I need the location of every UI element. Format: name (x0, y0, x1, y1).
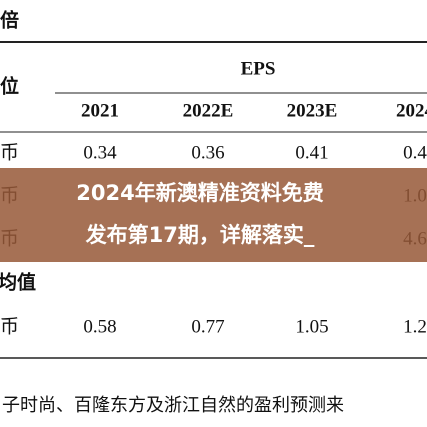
cell: 0.41 (295, 142, 328, 163)
cell: 0.77 (191, 316, 224, 337)
unit-label: 位 (0, 74, 19, 97)
row-label: 币 (0, 141, 19, 163)
cell: 0.34 (83, 142, 117, 163)
footer-note: 子时尚、百隆东方及浙江自然的盈利预测来 (2, 395, 344, 415)
row-label: 币 (0, 315, 19, 337)
corner-label: 倍 (0, 8, 19, 31)
group-label: EPS (241, 58, 276, 79)
cell: 1.2 (403, 316, 427, 337)
cell: 1.05 (295, 316, 328, 337)
cell: 0.4 (403, 142, 427, 163)
cell: 0.58 (83, 316, 116, 337)
column-header: 2021 (81, 100, 119, 121)
banner-line: 2024年新澳精准资料免费 (76, 181, 323, 205)
column-header: 2022E (183, 100, 234, 121)
column-header: 2024 (396, 100, 427, 121)
section-label: 均值 (0, 270, 36, 293)
column-header: 2023E (287, 100, 338, 121)
banner (0, 168, 427, 262)
cell: 0.36 (191, 142, 224, 163)
banner-line: 发布第17期，详解落实_ (85, 223, 315, 247)
